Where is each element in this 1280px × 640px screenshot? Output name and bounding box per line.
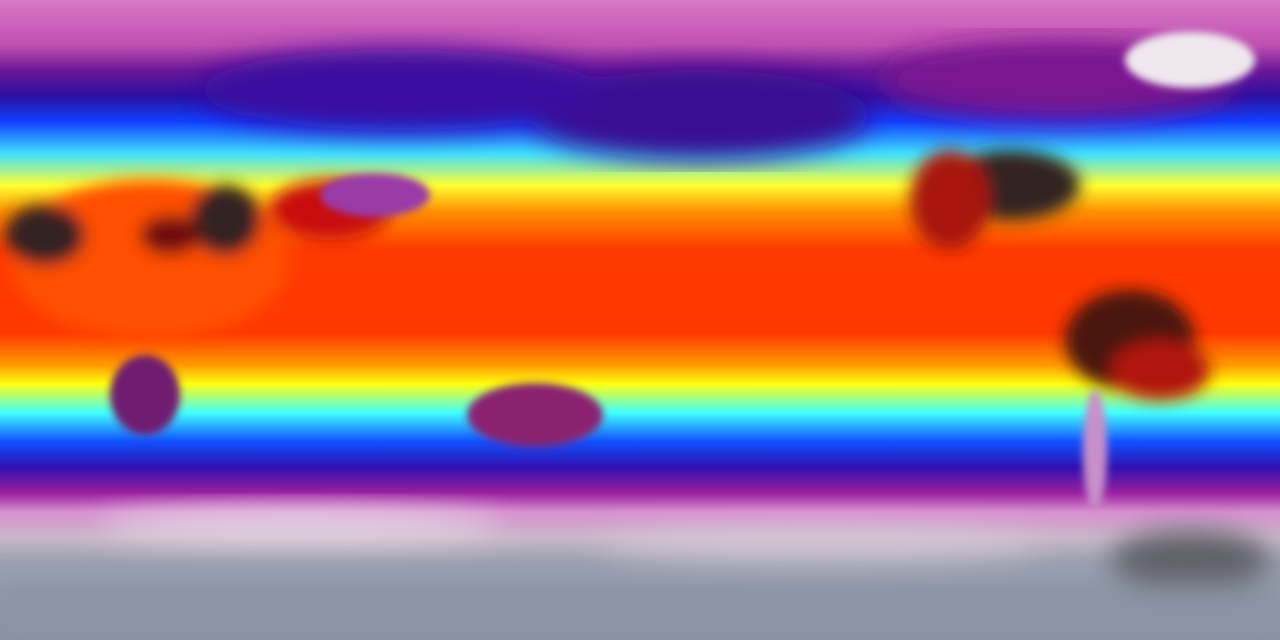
southern-ocean-bands — [0, 507, 1280, 640]
southern-white-swirl — [600, 530, 1040, 560]
siberia-cold-region — [200, 50, 600, 130]
sahara-hot-region-east — [190, 185, 260, 255]
australia — [467, 383, 603, 447]
amazon-edge-region — [1110, 340, 1210, 400]
north-pacific-cold-region — [530, 70, 870, 160]
sahara-hot-region — [5, 205, 85, 265]
antarctica — [0, 585, 1280, 640]
arabia-hot-region — [140, 215, 200, 255]
andes — [1083, 390, 1107, 510]
tibet-plateau — [320, 173, 430, 217]
cool-terrain-regions — [110, 32, 1255, 510]
northern-cold-regions — [200, 40, 1240, 160]
southern-africa — [110, 355, 180, 435]
greenland — [1125, 32, 1255, 88]
antarctica-dark-region — [1110, 530, 1270, 590]
north-america-warm-region — [910, 150, 990, 250]
hot-land-regions — [5, 150, 1210, 400]
southern-white-swirl — [100, 507, 500, 543]
